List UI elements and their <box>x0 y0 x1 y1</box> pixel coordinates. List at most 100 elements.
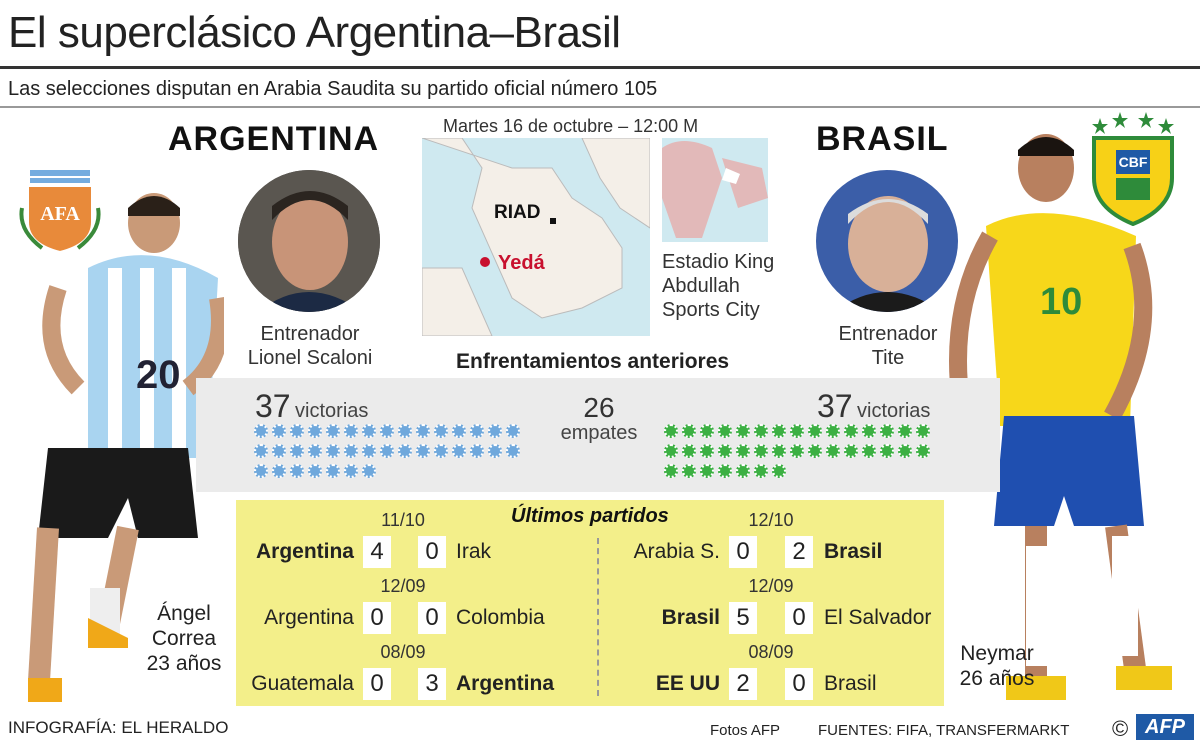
bra-win-dot <box>664 444 678 458</box>
match-home-team: Arabia S. <box>633 540 720 563</box>
bra-win-dot <box>808 424 822 438</box>
bra-win-dot <box>664 464 678 478</box>
argentina-player-caption: Ángel Correa 23 años <box>142 601 226 677</box>
match-home-team: EE UU <box>655 672 720 695</box>
brasil-player-caption: Neymar 26 años <box>955 641 1039 691</box>
brasil-coach-role: Entrenador <box>838 323 938 345</box>
afa-crest-icon: AFA <box>18 168 102 256</box>
bra-win-dot <box>664 424 678 438</box>
svg-text:CBF: CBF <box>1119 154 1148 170</box>
bra-win-dot <box>844 444 858 458</box>
match-away-team: Brasil <box>824 672 877 695</box>
bra-win-dot <box>808 444 822 458</box>
map-label-yeda: Yedá <box>498 252 545 274</box>
draws-label: empates <box>560 422 638 444</box>
stadium-line-3: Sports City <box>662 299 760 321</box>
match-date: 12/10 <box>748 510 794 530</box>
bra-win-dot <box>862 424 876 438</box>
bra-win-dot <box>682 444 696 458</box>
draws-block: 26 empates <box>551 394 647 445</box>
arg-win-dot <box>272 464 286 478</box>
match-home-score: 4 <box>363 536 391 568</box>
arg-win-dot <box>380 424 394 438</box>
match-home-score: 2 <box>729 668 757 700</box>
brasil-coach-name: Tite <box>871 347 905 369</box>
bra-win-dot <box>700 464 714 478</box>
arg-win-dot <box>434 424 448 438</box>
match-away-team: Colombia <box>456 606 545 629</box>
argentina-coach-caption: Entrenador Lionel Scaloni <box>240 322 380 370</box>
match-home-score: 0 <box>363 668 391 700</box>
bra-win-dot <box>718 444 732 458</box>
page-title: El superclásico Argentina–Brasil <box>8 8 621 57</box>
bra-win-dot <box>718 424 732 438</box>
arg-win-dot <box>308 464 322 478</box>
arg-win-dot <box>506 424 520 438</box>
match-home-team: Argentina <box>255 540 354 563</box>
bra-win-dot <box>736 444 750 458</box>
history-title: Enfrentamientos anteriores <box>456 350 730 373</box>
match-date: 11/10 <box>381 510 425 530</box>
match-away-score: 3 <box>418 668 446 700</box>
arg-win-dot <box>272 424 286 438</box>
arg-win-dot <box>362 444 376 458</box>
stadium-line-1: Estadio King <box>662 251 775 273</box>
stadium-line-2: Abdullah <box>662 275 740 297</box>
argentina-player-age: 23 años <box>146 652 222 676</box>
arg-win-dot <box>380 444 394 458</box>
bra-win-dot <box>700 444 714 458</box>
argentina-player-surname: Correa <box>151 627 217 651</box>
bra-win-dot <box>826 444 840 458</box>
footer-copyright: © <box>1112 716 1129 741</box>
arg-win-dot <box>416 424 430 438</box>
arg-win-dot <box>326 424 340 438</box>
match-home-team: Argentina <box>264 606 354 629</box>
draws-count: 26 <box>583 392 615 423</box>
bra-win-dot <box>772 424 786 438</box>
bra-wins-dots <box>664 424 934 484</box>
arg-win-dot <box>290 424 304 438</box>
match-away-team: Argentina <box>456 672 555 695</box>
arg-win-dot <box>254 424 268 438</box>
bra-win-dot <box>790 444 804 458</box>
bra-wins-block: 37 victorias <box>817 388 930 425</box>
arg-win-dot <box>254 464 268 478</box>
last-matches-divider <box>597 538 599 696</box>
bra-win-dot <box>682 464 696 478</box>
bra-win-dot <box>916 424 930 438</box>
bra-win-dot <box>772 444 786 458</box>
map-label-riad: RIAD <box>494 202 541 223</box>
svg-text:20: 20 <box>136 353 181 397</box>
subtitle: Las selecciones disputan en Arabia Saudi… <box>8 78 658 100</box>
footer-credit: INFOGRAFÍA: EL HERALDO <box>8 718 229 737</box>
match-away-team: El Salvador <box>824 606 932 629</box>
bra-win-dot <box>736 424 750 438</box>
arg-wins-label: victorias <box>295 400 369 422</box>
match-away-score: 0 <box>785 668 813 700</box>
match-home-score: 0 <box>729 536 757 568</box>
arg-win-dot <box>290 444 304 458</box>
afp-logo: AFP <box>1136 714 1194 740</box>
svg-text:AFA: AFA <box>40 203 80 225</box>
argentina-coach-photo <box>238 170 380 312</box>
match-away-team: Irak <box>456 540 492 563</box>
arg-win-dot <box>398 424 412 438</box>
match-date: 08/09 <box>380 642 426 662</box>
saudi-map <box>421 137 651 337</box>
bra-win-dot <box>682 424 696 438</box>
match-away-score: 0 <box>418 602 446 634</box>
bra-wins-label: victorias <box>857 400 931 422</box>
bra-win-dot <box>844 424 858 438</box>
bra-wins-count: 37 <box>817 388 853 424</box>
subtitle-rule <box>0 106 1200 108</box>
arg-win-dot <box>416 444 430 458</box>
brasil-team-name: BRASIL <box>816 120 949 158</box>
title-rule <box>0 66 1200 69</box>
arg-win-dot <box>308 424 322 438</box>
bra-win-dot <box>862 444 876 458</box>
cbf-crest-icon: CBF <box>1088 108 1178 227</box>
match-date: Martes 16 de octubre – 12:00 M <box>443 116 699 136</box>
bra-win-dot <box>754 424 768 438</box>
brasil-player-photo: 10 <box>946 126 1186 710</box>
bra-win-dot <box>880 444 894 458</box>
